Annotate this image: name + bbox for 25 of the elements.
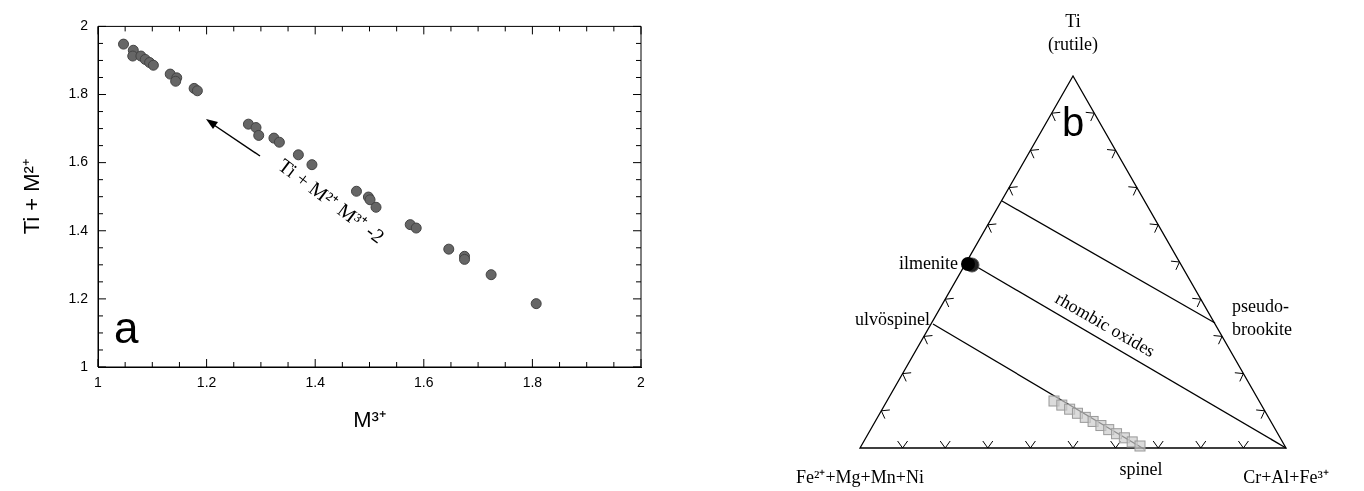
y-tick-label: 2 xyxy=(80,17,89,34)
x-tick-label: 1.6 xyxy=(414,374,434,391)
y-tick-label: 1.6 xyxy=(68,153,89,170)
x-tick-label: 1.8 xyxy=(522,374,543,391)
x-tick-label: 1 xyxy=(94,374,103,391)
y-tick-label: 1 xyxy=(80,357,89,374)
y-tick-label: 1.8 xyxy=(68,85,89,102)
text: spinel xyxy=(1119,458,1163,482)
text: Fe²⁺+Mg+Mn+Ni xyxy=(796,466,924,490)
text: ilmenite xyxy=(899,252,958,276)
x-tick-label: 1.4 xyxy=(305,374,326,391)
text: pseudo- brookite xyxy=(1232,294,1292,341)
text: (rutile) xyxy=(1048,33,1098,57)
y-tick-label: 1.4 xyxy=(68,221,89,238)
text: b xyxy=(1061,99,1085,146)
y-axis-title: Ti + M²⁺ xyxy=(19,159,45,235)
text: Cr+Al+Fe³⁺ xyxy=(1243,466,1329,490)
x-axis-title: M³⁺ xyxy=(353,406,386,432)
annotation: Ti + M²⁺ M³⁺ -2 xyxy=(274,153,389,248)
text: Ti xyxy=(1065,10,1081,34)
x-tick-label: 2 xyxy=(637,374,646,391)
annotation: a xyxy=(114,303,139,352)
x-tick-label: 1.2 xyxy=(196,374,217,391)
text: ulvöspinel xyxy=(855,308,930,332)
y-tick-label: 1.2 xyxy=(68,289,89,306)
